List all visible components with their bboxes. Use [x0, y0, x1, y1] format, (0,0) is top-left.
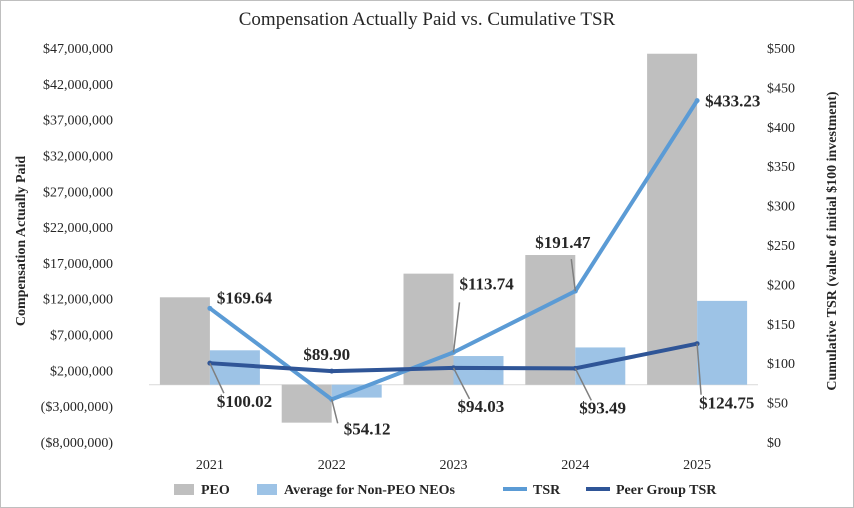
y-tick-label: $22,000,000 [43, 221, 113, 236]
tsr-point [694, 98, 700, 104]
bars-group [159, 53, 748, 423]
y2-tick-label: $300 [767, 200, 795, 215]
y-tick-label: $37,000,000 [43, 114, 113, 129]
tsr-data-label: $113.74 [460, 274, 515, 293]
y2-axis-label: Cumulative TSR (value of initial $100 in… [825, 91, 840, 391]
y-tick-label: $32,000,000 [43, 149, 113, 164]
peer-tsr-leader-line [696, 343, 702, 395]
x-category-label: 2021 [196, 458, 224, 473]
y2-tick-label: $450 [767, 81, 795, 96]
y2-tick-label: $500 [767, 42, 795, 57]
y2-tick-label: $250 [767, 239, 795, 254]
peer-tsr-leader-line [452, 367, 471, 400]
category-labels: 2021 2022 2023 2024 2025 [196, 458, 711, 473]
peer-tsr-point [329, 368, 335, 374]
peer-tsr-data-label: $94.03 [458, 397, 505, 416]
y-tick-label: $17,000,000 [43, 257, 113, 272]
tsr-data-label: $433.23 [705, 92, 760, 111]
x-category-label: 2024 [561, 458, 589, 473]
legend-swatch-peo [174, 484, 194, 495]
y2-tick-label: $50 [767, 397, 788, 412]
neo-bar [697, 300, 748, 385]
x-category-label: 2022 [318, 458, 346, 473]
y2-tick-label: $150 [767, 318, 795, 333]
neo-bar [453, 356, 504, 385]
y-tick-label: $27,000,000 [43, 185, 113, 200]
y-tick-label: $47,000,000 [43, 42, 113, 57]
tsr-data-label: $191.47 [535, 233, 591, 252]
leader-lines-group [209, 259, 702, 424]
y2-tick-label: $350 [767, 160, 795, 175]
y-tick-label: $2,000,000 [50, 364, 113, 379]
legend-label: Peer Group TSR [616, 483, 717, 498]
peer-tsr-data-label: $124.75 [699, 394, 754, 413]
y-tick-label: $42,000,000 [43, 78, 113, 93]
data-labels-group: $169.64 $54.12 $113.74 $191.47 $433.23 $100.0… [217, 92, 760, 439]
tsr-data-label: $54.12 [344, 419, 391, 438]
tsr-leader-line [330, 399, 339, 424]
peer-tsr-leader-line [209, 362, 225, 394]
y-tick-label: $7,000,000 [50, 329, 113, 344]
y2-tick-label: $400 [767, 121, 795, 136]
legend-label: TSR [533, 483, 561, 498]
legend-label: PEO [201, 483, 230, 498]
legend: PEO Average for Non-PEO NEOs TSR Peer Group… [174, 483, 717, 498]
x-category-label: 2023 [440, 458, 468, 473]
peer-tsr-data-label: $100.02 [217, 392, 272, 411]
peo-bar [159, 297, 210, 385]
peer-tsr-leader-line [574, 367, 592, 401]
legend-label: Average for Non-PEO NEOs [284, 483, 456, 498]
peer-tsr-data-label: $89.90 [303, 345, 350, 364]
peo-bar [281, 384, 332, 423]
x-category-label: 2025 [683, 458, 711, 473]
y2-tick-label: $200 [767, 278, 795, 293]
y-tick-label: $12,000,000 [43, 293, 113, 308]
y2-tick-label: $100 [767, 357, 795, 372]
left-axis-ticks: $47,000,000 $42,000,000 $37,000,000 $32,000… [41, 42, 114, 451]
right-axis-ticks: $500 $450 $400 $350 $300 $250 $200 $150 $100 $50 $… [767, 42, 795, 451]
peo-bar [647, 53, 698, 385]
y-axis-label: Compensation Actually Paid [14, 156, 29, 327]
y-tick-label: ($3,000,000) [41, 400, 114, 415]
y2-tick-label: $0 [767, 436, 781, 451]
y-tick-label: ($8,000,000) [41, 436, 114, 451]
legend-swatch-neo [257, 484, 277, 495]
chart-title: Compensation Actually Paid vs. Cumulativ… [239, 9, 616, 30]
tsr-point [207, 305, 213, 311]
tsr-leader-line [570, 259, 577, 292]
peer-tsr-data-label: $93.49 [579, 398, 626, 417]
tsr-leader-line [452, 302, 461, 353]
peo-bar [525, 255, 576, 385]
tsr-data-label: $169.64 [217, 288, 273, 307]
